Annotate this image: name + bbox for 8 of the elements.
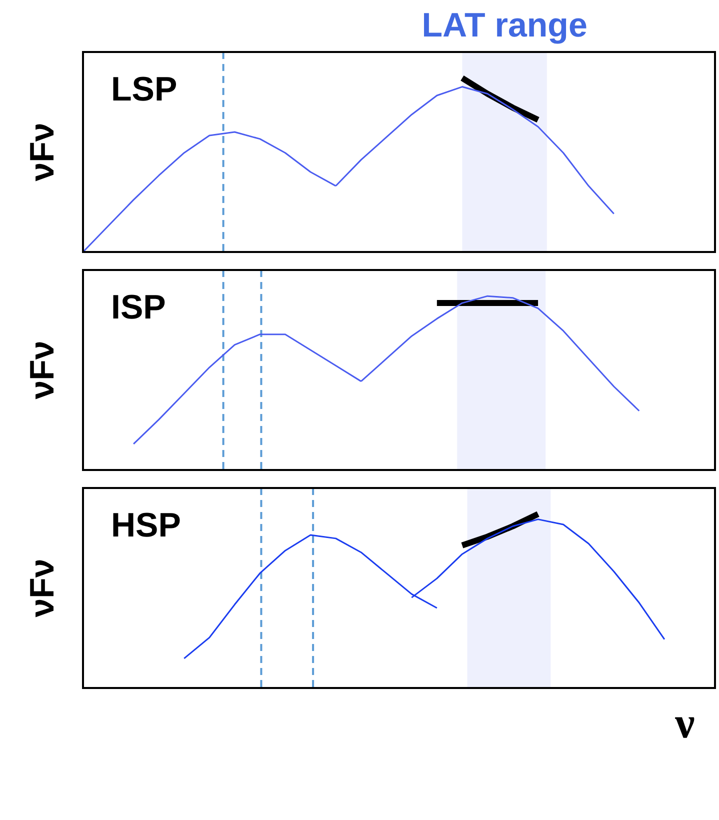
- y-axis-title: νFν: [23, 122, 62, 182]
- annotation: ISP: [111, 288, 166, 326]
- annotation: LSP: [111, 70, 178, 108]
- y-axis-title: νFν: [23, 340, 62, 400]
- chart-title: LAT range: [422, 6, 588, 44]
- x-axis-title: ν: [674, 698, 696, 748]
- annotation: HSP: [111, 506, 181, 544]
- y-axis-title: νFν: [23, 558, 62, 618]
